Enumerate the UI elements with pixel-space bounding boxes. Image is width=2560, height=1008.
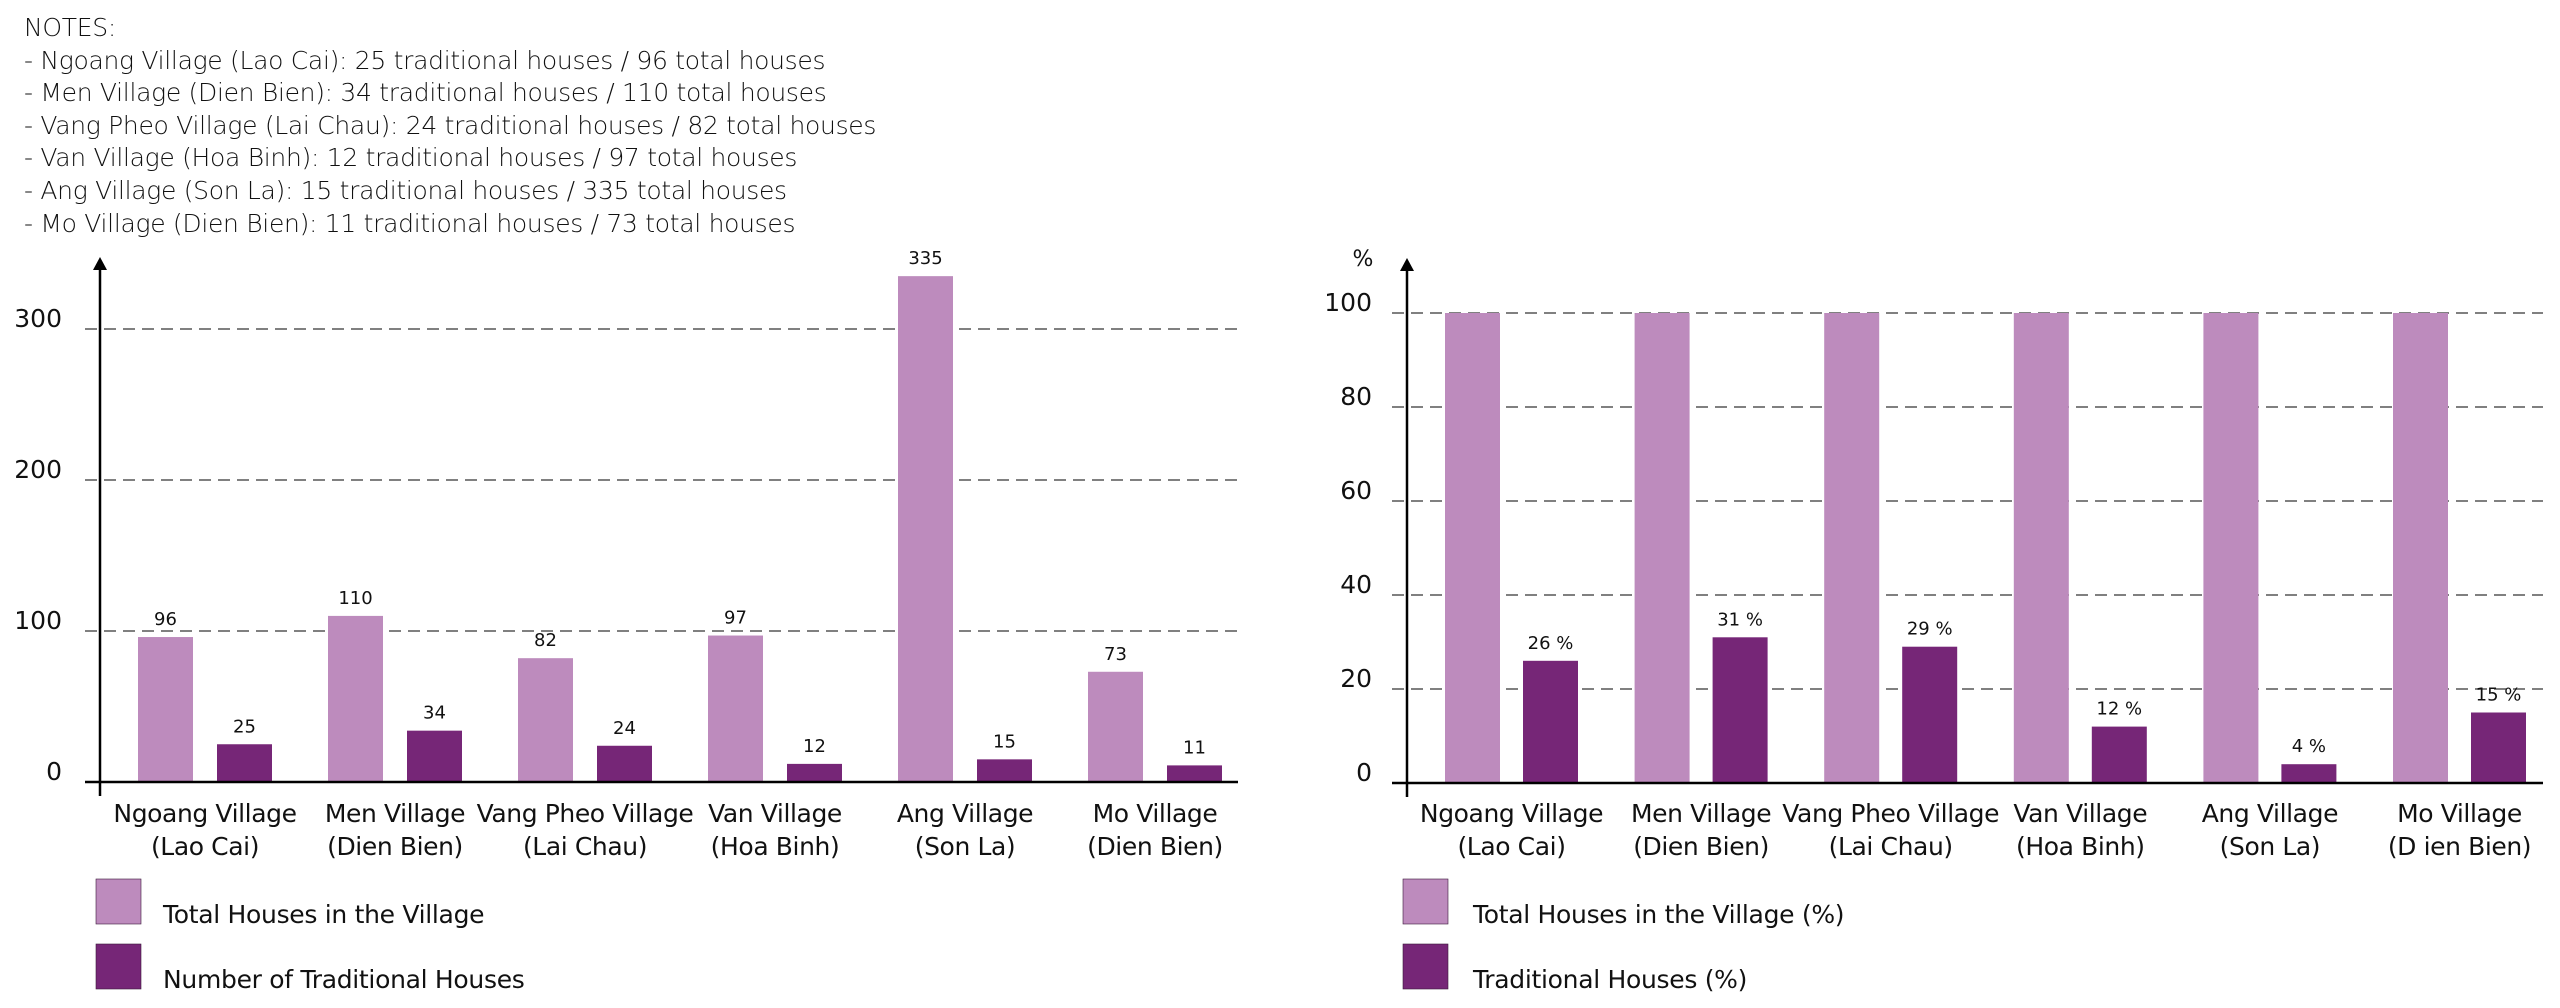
x-category-label: (Son La): [915, 832, 1016, 861]
bar-value-label: 11: [1183, 737, 1206, 758]
bar-value-label: 82: [534, 630, 557, 651]
x-category-label: (Dien Bien): [327, 832, 463, 861]
bar-traditional: [1902, 646, 1958, 783]
y-tick-label: 0: [1356, 758, 1372, 787]
x-category-label: Ang Village: [897, 799, 1033, 828]
bar-traditional: [787, 763, 842, 782]
x-category-label: (Lai Chau): [1829, 832, 1953, 861]
y-tick-label: 80: [1340, 382, 1372, 411]
y-tick-label: 200: [14, 455, 62, 484]
x-category-label: Men Village: [325, 799, 465, 828]
legend-label: Traditional Houses (%): [1472, 965, 1747, 994]
bar-total: [2393, 313, 2448, 783]
x-category-label: Vang Pheo Village: [477, 799, 694, 828]
bar-value-label: 31 %: [1717, 609, 1763, 630]
x-category-label: (D ien Bien): [2388, 832, 2531, 861]
notes-block: NOTES: - Ngoang Village (Lao Cai): 25 tr…: [24, 12, 876, 240]
legend-swatch-total: [1402, 878, 1449, 925]
y-tick-label: 60: [1340, 476, 1372, 505]
bar-value-label: 29 %: [1907, 619, 1953, 640]
legend-label: Number of Traditional Houses: [163, 965, 525, 994]
x-category-label: (Son La): [2220, 832, 2321, 861]
x-category-label: Ngoang Village: [1420, 799, 1603, 828]
bar-value-label: 25: [233, 716, 256, 737]
bar-value-label: 110: [338, 588, 372, 609]
bar-total: [1824, 313, 1880, 783]
bar-value-label: 4 %: [2292, 736, 2326, 757]
legend-swatch-traditional: [95, 943, 142, 990]
y-tick-label: 40: [1340, 570, 1372, 599]
bar-value-label: 15 %: [2476, 685, 2522, 706]
y-axis-unit-label: %: [1353, 247, 1374, 272]
bar-value-label: 26 %: [1528, 633, 1574, 654]
bar-value-label: 335: [908, 248, 942, 269]
chart-house-counts: 0 100 200 300 96 110 82 97 335 73 25 34 24 12 15 11 Ngoa…: [14, 248, 1238, 994]
bar-traditional: [977, 759, 1032, 782]
x-category-label: (Dien Bien): [1087, 832, 1223, 861]
bar-total: [898, 276, 953, 782]
bar-total: [2013, 313, 2069, 783]
x-category-label: Van Village: [708, 799, 842, 828]
x-category-label: (Lao Cai): [151, 832, 259, 861]
bar-total: [1445, 313, 1500, 783]
y-axis-arrow-icon: [1400, 258, 1414, 271]
note-line: - Van Village (Hoa Binh): 12 traditional…: [24, 143, 798, 173]
bar-traditional: [2091, 726, 2147, 783]
x-category-label: (Lao Cai): [1457, 832, 1565, 861]
x-category-label: Ngoang Village: [113, 799, 296, 828]
x-category-label: Mo Village: [1093, 799, 1218, 828]
y-tick-label: 20: [1340, 664, 1372, 693]
bar-traditional: [597, 745, 652, 782]
note-line: - Ngoang Village (Lao Cai): 25 tradition…: [24, 45, 826, 75]
x-category-label: Vang Pheo Village: [1782, 799, 1999, 828]
bar-total: [1634, 313, 1690, 783]
bar-traditional: [2281, 764, 2337, 783]
bar-traditional: [2471, 712, 2526, 783]
bar-traditional: [1523, 660, 1578, 783]
x-category-label: Mo Village: [2397, 799, 2522, 828]
bar-value-label: 34: [423, 703, 446, 724]
bar-traditional: [407, 730, 462, 782]
bar-value-label: 97: [724, 608, 747, 629]
note-line: - Ang Village (Son La): 15 traditional h…: [24, 175, 787, 205]
bar-traditional: [217, 744, 272, 782]
y-axis-arrow-icon: [93, 257, 107, 270]
bar-total: [1088, 671, 1143, 782]
bar-value-label: 12: [803, 736, 826, 757]
x-category-label: (Lai Chau): [523, 832, 647, 861]
bar-value-label: 24: [613, 718, 636, 739]
chart-house-percentages: 0 20 40 60 80 100% 26 % 31 % 29 % 12 % 4 % 15 % Ngoa…: [1324, 247, 2543, 994]
legend-swatch-traditional: [1402, 943, 1449, 990]
note-line: - Men Village (Dien Bien): 34 traditiona…: [24, 78, 827, 108]
bar-total: [2203, 313, 2259, 783]
x-category-label: Ang Village: [2202, 799, 2338, 828]
bar-total: [328, 615, 383, 782]
bar-traditional: [1167, 765, 1222, 782]
bar-total: [138, 637, 193, 782]
x-category-label: (Hoa Binh): [2016, 832, 2145, 861]
bar-traditional: [1712, 637, 1768, 783]
x-category-label: (Hoa Binh): [711, 832, 840, 861]
legend-label: Total Houses in the Village (%): [1472, 900, 1844, 929]
y-tick-label: 300: [14, 304, 62, 333]
legend-swatch-total: [95, 878, 142, 925]
bar-total: [708, 635, 763, 782]
note-line: - Vang Pheo Village (Lai Chau): 24 tradi…: [24, 110, 877, 140]
legend-label: Total Houses in the Village: [162, 900, 484, 929]
x-category-label: Van Village: [2013, 799, 2147, 828]
y-tick-label: 0: [46, 757, 62, 786]
bar-value-label: 73: [1104, 644, 1127, 665]
x-category-label: Men Village: [1631, 799, 1771, 828]
notes-title: NOTES:: [24, 13, 116, 42]
y-tick-label: 100: [1324, 288, 1372, 317]
bar-value-label: 12 %: [2096, 699, 2142, 720]
bar-total: [518, 658, 573, 782]
bar-value-label: 96: [154, 609, 177, 630]
y-tick-label: 100: [14, 606, 62, 635]
bar-value-label: 15: [993, 731, 1016, 752]
note-line: - Mo Village (Dien Bien): 11 traditional…: [24, 208, 796, 238]
x-category-label: (Dien Bien): [1633, 832, 1769, 861]
